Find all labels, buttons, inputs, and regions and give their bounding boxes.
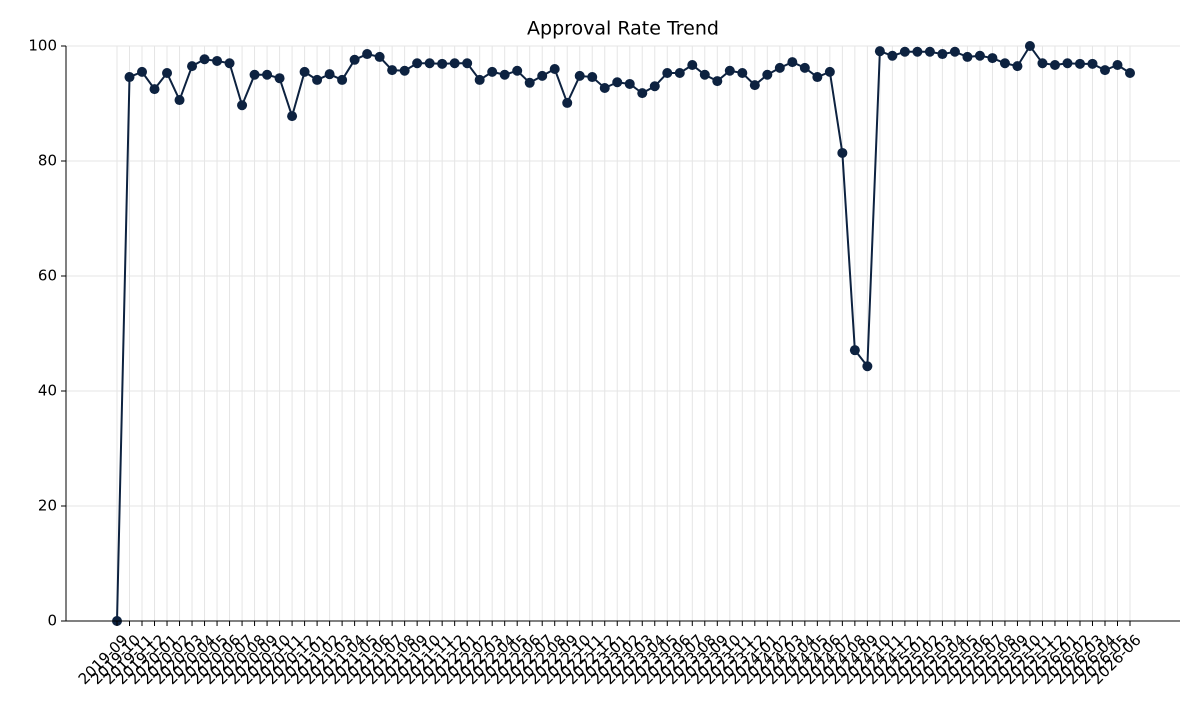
point	[849, 345, 860, 356]
point	[762, 69, 773, 80]
y-tick-label: 100	[28, 37, 57, 55]
plot	[112, 41, 1135, 626]
point	[187, 61, 198, 72]
point	[174, 95, 185, 106]
point	[449, 58, 460, 69]
point	[812, 72, 823, 83]
point	[587, 72, 598, 83]
point	[574, 70, 585, 81]
point	[837, 147, 848, 158]
point	[599, 82, 610, 93]
point	[799, 62, 810, 73]
grid	[66, 45, 1180, 622]
point	[137, 66, 148, 77]
point	[424, 58, 435, 69]
point	[937, 49, 948, 60]
point	[312, 74, 323, 85]
point	[324, 69, 335, 80]
point	[1062, 58, 1073, 69]
point	[912, 46, 923, 57]
point	[749, 80, 760, 91]
point	[662, 68, 673, 79]
point	[524, 77, 535, 88]
y-tick-label: 80	[38, 152, 57, 170]
point	[212, 55, 223, 66]
point	[124, 72, 135, 83]
chart-title: Approval Rate Trend	[527, 18, 719, 40]
point	[462, 58, 473, 69]
point	[787, 57, 798, 68]
point	[1125, 68, 1135, 79]
point	[962, 51, 973, 62]
point	[199, 54, 210, 65]
point	[874, 46, 885, 57]
point	[162, 68, 173, 79]
point	[512, 65, 523, 76]
point	[387, 65, 398, 76]
point	[399, 65, 410, 76]
y-tick-label: 0	[47, 612, 57, 630]
point	[724, 65, 735, 76]
point	[1037, 58, 1048, 69]
point	[437, 58, 448, 69]
point	[149, 84, 160, 95]
point	[349, 54, 360, 65]
point	[1074, 58, 1085, 69]
point	[537, 70, 548, 81]
point	[487, 66, 498, 77]
point	[987, 53, 998, 64]
y-tick-label: 20	[38, 497, 57, 515]
point	[637, 88, 648, 99]
point	[1087, 58, 1098, 69]
point	[499, 69, 510, 80]
point	[1012, 61, 1023, 72]
point	[362, 49, 373, 60]
point	[949, 46, 960, 57]
point	[562, 97, 573, 108]
y-tick-label: 40	[38, 382, 57, 400]
point	[549, 64, 560, 74]
point	[1099, 65, 1110, 76]
point	[224, 58, 235, 69]
point	[974, 50, 985, 61]
point	[862, 361, 873, 372]
point	[924, 46, 935, 57]
point	[737, 68, 748, 79]
point	[337, 74, 348, 85]
point	[299, 66, 310, 77]
point	[887, 50, 898, 61]
point	[1112, 59, 1123, 70]
point	[1049, 59, 1060, 70]
point	[687, 59, 698, 70]
point	[824, 66, 835, 77]
point	[699, 69, 710, 80]
point	[412, 58, 423, 69]
point	[712, 76, 723, 87]
point	[262, 69, 273, 80]
point	[774, 62, 785, 73]
point	[374, 51, 385, 62]
point	[1024, 41, 1035, 51]
point	[274, 73, 285, 84]
point	[649, 81, 660, 92]
point	[674, 68, 685, 79]
point	[237, 100, 248, 111]
point	[999, 58, 1010, 69]
point	[474, 74, 485, 85]
y-tick-label: 60	[38, 267, 57, 285]
point	[624, 78, 635, 89]
line	[116, 44, 1131, 622]
point	[899, 46, 910, 57]
point	[287, 111, 298, 122]
point	[612, 77, 623, 88]
point	[249, 69, 260, 80]
